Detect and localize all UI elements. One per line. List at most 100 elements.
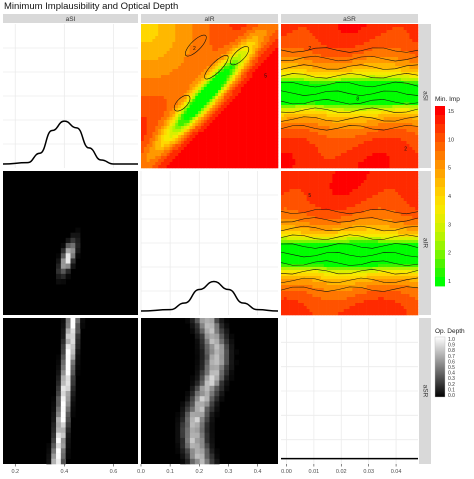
contour-cell — [201, 51, 204, 54]
contour-cell — [161, 129, 164, 132]
contour-cell — [192, 66, 195, 69]
contour-cell — [292, 108, 295, 111]
contour-cell — [238, 33, 241, 36]
contour-cell — [284, 78, 287, 81]
contour-cell — [141, 81, 144, 84]
contour-cell — [352, 165, 355, 168]
contour-cell — [264, 27, 267, 30]
contour-cell — [184, 33, 187, 36]
contour-cell — [215, 159, 218, 162]
contour-cell — [315, 78, 318, 81]
contour-cell — [369, 153, 372, 156]
contour-cell — [315, 144, 318, 147]
contour-cell — [407, 66, 410, 69]
contour-cell — [155, 126, 158, 129]
contour-cell — [198, 54, 201, 57]
contour-cell — [395, 87, 398, 90]
contour-cell — [215, 39, 218, 42]
contour-cell — [155, 108, 158, 111]
contour-cell — [395, 156, 398, 159]
contour-cell — [281, 51, 284, 54]
contour-cell — [412, 33, 415, 36]
contour-cell — [324, 135, 327, 138]
contour-cell — [307, 27, 310, 30]
contour-cell — [249, 36, 252, 39]
contour-cell — [161, 99, 164, 102]
contour-cell — [192, 129, 195, 132]
contour-cell — [290, 48, 293, 51]
contour-cell — [412, 135, 415, 138]
contour-cell — [178, 87, 181, 90]
contour-cell — [412, 156, 415, 159]
contour-cell — [287, 192, 290, 195]
contour-cell — [409, 96, 412, 99]
contour-cell — [164, 108, 167, 111]
contour-cell — [409, 63, 412, 66]
contour-cell — [249, 81, 252, 84]
contour-cell — [330, 90, 333, 93]
contour-cell — [318, 147, 321, 150]
contour-cell — [304, 105, 307, 108]
contour-cell — [272, 108, 275, 111]
contour-cell — [415, 87, 418, 90]
contour-cell — [295, 66, 298, 69]
contour-cell — [389, 54, 392, 57]
contour-cell — [215, 132, 218, 135]
contour-cell — [269, 129, 272, 132]
contour-cell — [327, 30, 330, 33]
contour-cell — [281, 87, 284, 90]
contour-cell — [341, 24, 344, 27]
contour-cell — [307, 105, 310, 108]
contour-cell — [224, 87, 227, 90]
contour-cell — [352, 54, 355, 57]
contour-cell — [290, 282, 293, 285]
contour-cell — [341, 84, 344, 87]
contour-cell — [218, 48, 221, 51]
contour-cell — [198, 165, 201, 168]
contour-cell — [384, 27, 387, 30]
contour-cell — [318, 84, 321, 87]
contour-cell — [375, 39, 378, 42]
contour-cell — [187, 30, 190, 33]
contour-cell — [352, 159, 355, 162]
contour-cell — [207, 30, 210, 33]
contour-cell — [227, 39, 230, 42]
contour-cell — [281, 132, 284, 135]
contour-cell — [144, 156, 147, 159]
contour-cell — [378, 126, 381, 129]
contour-cell — [172, 147, 175, 150]
contour-cell — [155, 147, 158, 150]
contour-cell — [144, 42, 147, 45]
contour-cell — [298, 255, 301, 258]
contour-cell — [269, 99, 272, 102]
contour-panel-aSR-aSI: 282 — [281, 24, 418, 168]
contour-cell — [267, 162, 270, 165]
contour-cell — [295, 24, 298, 27]
contour-cell — [264, 42, 267, 45]
contour-cell — [290, 147, 293, 150]
contour-cell — [321, 165, 324, 168]
contour-cell — [252, 27, 255, 30]
contour-cell — [184, 24, 187, 27]
contour-cell — [247, 96, 250, 99]
contour-cell — [232, 129, 235, 132]
contour-cell — [344, 39, 347, 42]
contour-cell — [312, 81, 315, 84]
contour-cell — [152, 123, 155, 126]
contour-cell — [215, 162, 218, 165]
contour-cell — [170, 111, 173, 114]
contour-cell — [201, 126, 204, 129]
contour-cell — [249, 129, 252, 132]
contour-cell — [247, 30, 250, 33]
contour-cell — [221, 105, 224, 108]
contour-cell — [364, 165, 367, 168]
contour-cell — [215, 129, 218, 132]
contour-cell — [295, 99, 298, 102]
contour-cell — [198, 135, 201, 138]
contour-cell — [210, 105, 213, 108]
contour-cell — [178, 102, 181, 105]
contour-cell — [290, 45, 293, 48]
contour-cell — [290, 138, 293, 141]
contour-cell — [287, 183, 290, 186]
contour-cell — [198, 114, 201, 117]
